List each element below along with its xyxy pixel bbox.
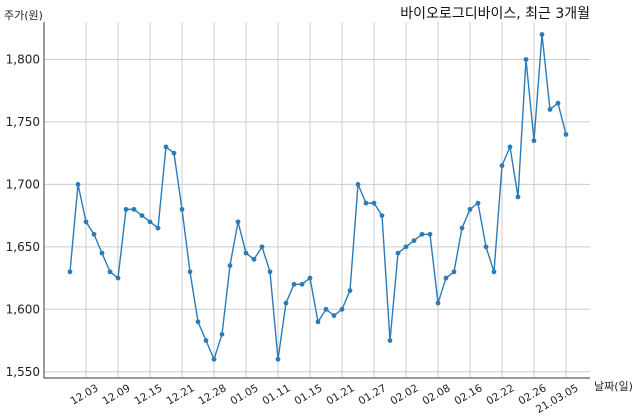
data-point — [547, 107, 553, 112]
y-tick-label: 1,800 — [6, 52, 40, 66]
data-point — [235, 219, 241, 225]
data-point — [283, 300, 289, 306]
data-point — [75, 181, 81, 187]
data-point — [219, 331, 225, 337]
data-point — [267, 269, 273, 275]
y-tick-label: 1,600 — [6, 302, 40, 316]
data-point — [123, 206, 129, 212]
labels: 주가(원) 바이오로그디바이스, 최근 3개월 날짜(일) — [4, 6, 633, 393]
data-point — [307, 275, 313, 281]
data-point — [259, 244, 265, 250]
data-point — [395, 250, 401, 256]
data-point — [371, 200, 377, 206]
y-tick-label: 1,700 — [6, 177, 40, 191]
x-tick-label: 12.09 — [100, 382, 132, 407]
data-point — [91, 231, 97, 237]
x-tick-label: 12.21 — [164, 382, 196, 407]
data-point — [355, 181, 361, 187]
data-point — [155, 225, 161, 231]
x-tick-label: 02.08 — [420, 382, 452, 407]
x-tick-label: 01.15 — [292, 382, 324, 407]
data-point — [379, 213, 385, 219]
data-point — [99, 250, 105, 256]
data-point — [299, 281, 305, 287]
data-point — [139, 213, 145, 219]
data-point — [251, 256, 257, 262]
data-point — [555, 100, 561, 106]
data-point — [115, 275, 121, 281]
data-point — [419, 231, 425, 237]
data-point — [163, 144, 169, 150]
data-point — [131, 206, 137, 212]
data-point — [563, 132, 569, 137]
data-point — [107, 269, 113, 275]
x-axis-label: 날짜(일) — [594, 379, 633, 393]
x-tick-label: 01.05 — [228, 382, 260, 407]
data-point — [347, 288, 353, 293]
data-point — [539, 32, 545, 37]
data-point — [275, 356, 281, 362]
data-point — [179, 206, 185, 212]
data-point — [171, 150, 177, 156]
x-tick-label: 02.16 — [452, 382, 484, 408]
x-tick-label: 01.11 — [260, 382, 292, 407]
x-tick-label: 12.15 — [132, 382, 164, 407]
x-tick-label: 01.27 — [356, 382, 388, 407]
price-series — [67, 32, 569, 362]
x-tick-label: 02.22 — [484, 382, 516, 407]
data-point — [435, 300, 441, 306]
grid — [44, 22, 590, 378]
x-tick-label: 01.21 — [324, 382, 356, 407]
data-point — [203, 338, 209, 343]
data-point — [491, 269, 497, 275]
data-point — [243, 250, 249, 256]
y-tick-label: 1,750 — [6, 115, 40, 129]
y-tick-label: 1,550 — [6, 365, 40, 379]
data-point — [331, 313, 337, 318]
data-point — [443, 275, 449, 281]
data-point — [475, 200, 481, 206]
x-tick-label: 12.03 — [68, 382, 100, 407]
data-point — [411, 238, 417, 243]
data-point — [211, 356, 217, 362]
data-point — [339, 306, 345, 312]
y-tick-label: 1,650 — [6, 240, 40, 254]
data-point — [147, 219, 153, 225]
data-point — [315, 319, 321, 325]
data-point — [507, 144, 513, 150]
chart-title: 바이오로그디바이스, 최근 3개월 — [400, 6, 590, 22]
data-point — [531, 138, 537, 144]
price-line — [69, 34, 567, 362]
data-point — [323, 306, 329, 312]
x-tick-label: 02.02 — [388, 382, 420, 407]
data-point — [227, 263, 233, 268]
y-axis-label: 주가(원) — [4, 9, 43, 22]
data-point — [459, 225, 465, 231]
data-point — [499, 163, 505, 169]
data-point — [83, 219, 89, 225]
data-point — [515, 194, 521, 200]
data-point — [363, 200, 369, 206]
data-point — [483, 244, 489, 250]
data-point — [291, 281, 297, 287]
data-point — [187, 269, 193, 275]
data-point — [523, 57, 529, 62]
data-point — [467, 206, 473, 212]
data-point — [427, 231, 433, 237]
data-point — [387, 338, 393, 343]
data-point — [67, 269, 73, 275]
data-point — [195, 319, 201, 325]
data-point — [403, 244, 409, 250]
x-tick-label: 12.28 — [196, 382, 228, 407]
data-point — [451, 269, 457, 275]
